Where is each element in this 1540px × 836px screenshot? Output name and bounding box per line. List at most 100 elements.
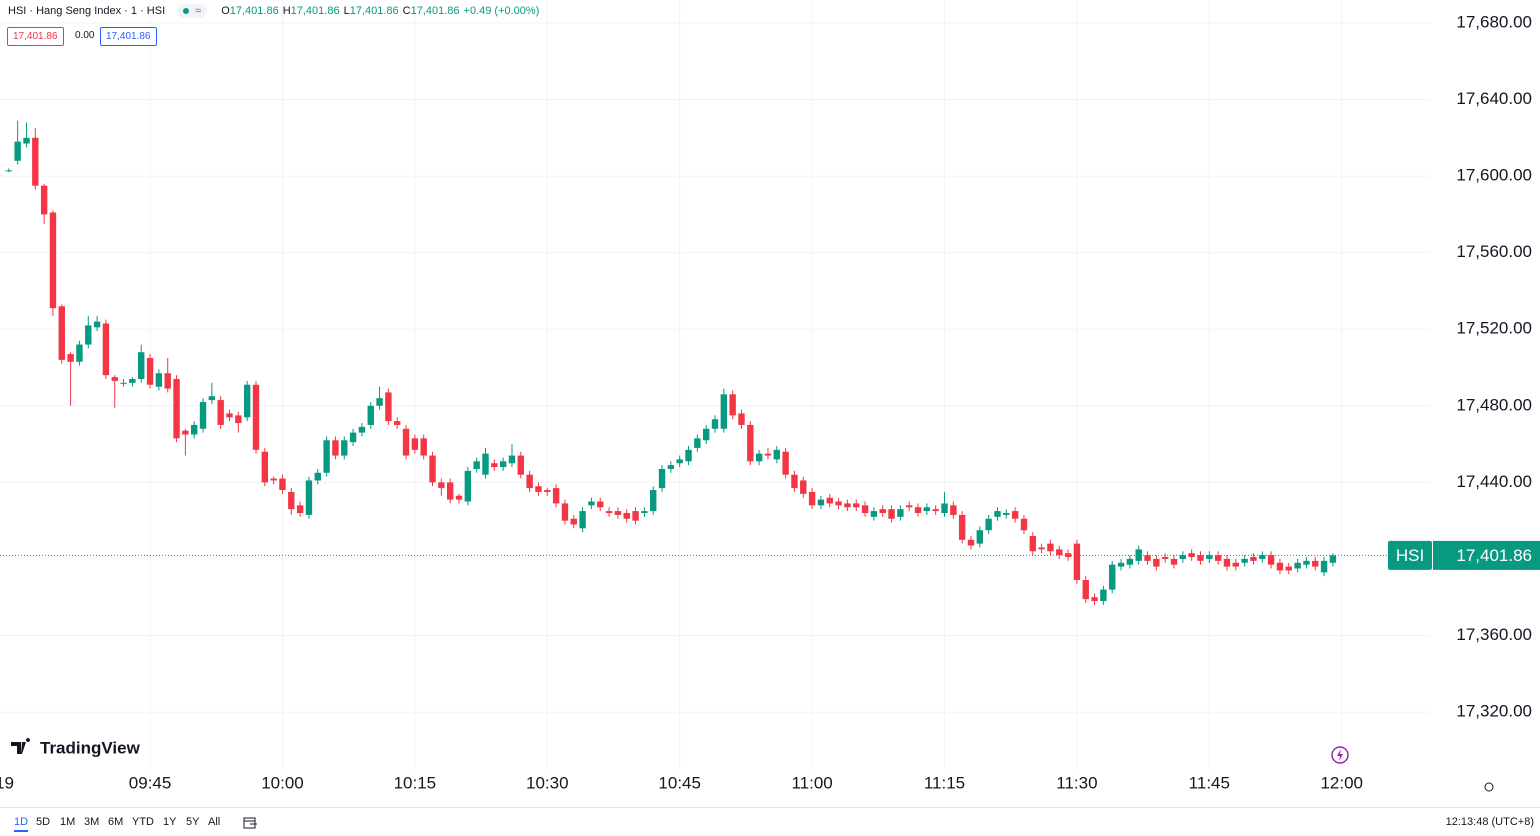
candle-body — [614, 511, 622, 515]
candle-body — [402, 428, 410, 456]
candle — [861, 501, 869, 517]
candle — [243, 380, 251, 422]
sell-price[interactable]: 17,401.86 — [7, 27, 64, 46]
range-button[interactable]: 5D — [36, 816, 51, 828]
x-tick-label: 10:30 — [526, 773, 569, 792]
ohlc-value: 17,401.86 — [349, 5, 399, 17]
y-tick-label: 17,680.00 — [1456, 12, 1532, 31]
candle-body — [226, 413, 233, 418]
candle-body — [1250, 557, 1257, 561]
range-button[interactable]: 5Y — [186, 816, 200, 828]
candle — [552, 484, 560, 508]
candle — [367, 401, 374, 429]
lightning-bolt — [1337, 749, 1343, 761]
candle — [208, 382, 216, 404]
candle-body — [570, 518, 577, 525]
range-button[interactable]: YTD — [132, 816, 154, 828]
candle-body — [32, 137, 39, 186]
candle-body — [341, 440, 348, 456]
candle-body — [1135, 549, 1142, 561]
candle-body — [482, 453, 489, 475]
candle-body — [1329, 555, 1337, 563]
y-tick-label: 17,520.00 — [1456, 319, 1532, 338]
candle-body — [491, 463, 498, 468]
candle-body — [755, 453, 763, 462]
legend-bar: HSI · Hang Seng Index · 1 · HSI ≈ O17,40… — [8, 4, 539, 18]
date-range-icon[interactable] — [242, 815, 258, 831]
candle-body — [658, 468, 666, 489]
candle-body — [129, 379, 136, 383]
candle — [341, 436, 348, 460]
candle — [588, 497, 595, 510]
candle — [1241, 555, 1248, 567]
candle — [570, 514, 577, 529]
candle — [1020, 514, 1028, 535]
buy-price[interactable]: 17,401.86 — [100, 27, 157, 46]
candle — [252, 380, 260, 454]
candle-body — [641, 511, 648, 513]
candle — [967, 535, 975, 550]
candle-body — [208, 396, 216, 401]
candle — [40, 183, 48, 224]
candle — [729, 390, 736, 420]
candle — [305, 476, 313, 519]
candle-body — [1214, 555, 1222, 561]
candle-body — [67, 354, 74, 362]
candle — [129, 377, 136, 387]
candle-body — [1188, 553, 1195, 558]
candle-body — [729, 394, 736, 416]
toolbar-divider — [0, 807, 1540, 808]
range-button[interactable]: 3M — [84, 816, 100, 828]
candle-body — [597, 501, 604, 508]
candle — [1223, 555, 1231, 571]
range-button[interactable]: All — [208, 816, 221, 828]
candle-body — [552, 488, 560, 504]
candle — [182, 428, 189, 456]
candle — [1073, 539, 1081, 584]
candle — [1011, 507, 1019, 523]
candle — [1267, 551, 1275, 569]
x-tick-label: 11:30 — [1056, 773, 1097, 792]
candle — [376, 386, 383, 410]
range-button[interactable]: 6M — [108, 816, 124, 828]
candle — [491, 459, 498, 471]
candle-body — [561, 503, 569, 521]
candle — [402, 424, 410, 460]
range-button[interactable]: 1M — [60, 816, 76, 828]
x-tick-label: 11:15 — [924, 773, 965, 792]
candle — [1320, 557, 1328, 577]
candle-body — [1126, 558, 1134, 565]
candle — [76, 340, 83, 366]
range-button[interactable]: 1Y — [163, 816, 177, 828]
symbol-title[interactable]: HSI · Hang Seng Index · 1 · HSI — [8, 5, 166, 17]
candle — [853, 499, 860, 512]
candle — [102, 319, 110, 380]
candle — [349, 428, 357, 447]
candle-body — [446, 482, 454, 500]
candle — [155, 369, 163, 391]
candle-body — [1029, 535, 1036, 552]
clock[interactable]: 12:13:48 (UTC+8) — [1445, 816, 1534, 828]
candle — [429, 451, 436, 487]
candle — [623, 509, 630, 523]
candle-body — [49, 212, 57, 309]
candle-body — [870, 511, 878, 517]
candle — [1170, 555, 1178, 569]
ohlc-values: O17,401.86 H17,401.86 L17,401.86 C17,401.86 — [217, 5, 459, 17]
candle-body — [967, 539, 975, 546]
candle — [605, 507, 613, 517]
candle-body — [173, 379, 180, 439]
candle-body — [288, 491, 295, 510]
candle — [93, 315, 101, 332]
candle-body — [1232, 562, 1240, 567]
candle — [1214, 551, 1222, 565]
candle — [296, 501, 304, 517]
candle — [1056, 545, 1063, 559]
candle-body — [1144, 555, 1151, 561]
candle-body — [1047, 543, 1054, 552]
range-button[interactable]: 1D — [14, 816, 29, 832]
candle — [14, 120, 21, 165]
candle-body — [950, 505, 957, 515]
candle-body — [367, 405, 374, 425]
candle — [526, 470, 533, 492]
